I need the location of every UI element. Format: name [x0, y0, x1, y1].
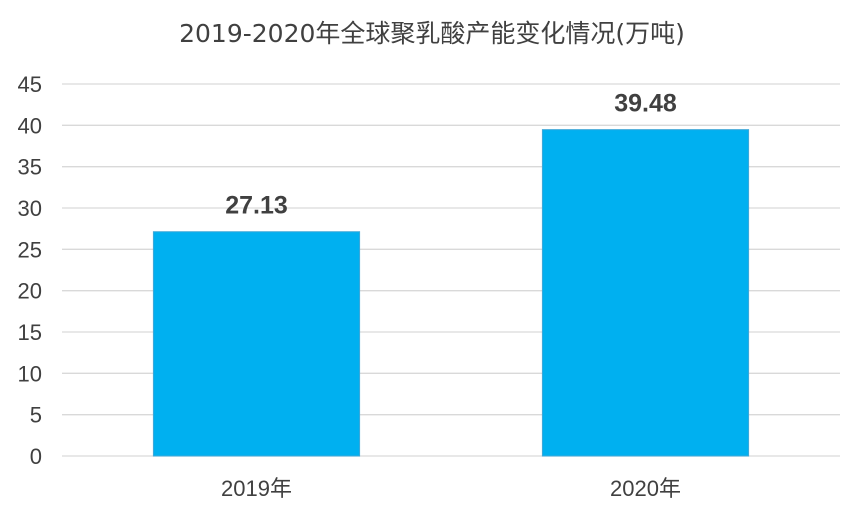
x-tick-label: 2019年	[221, 476, 292, 501]
y-tick-label: 35	[18, 155, 42, 180]
data-labels: 27.13 39.48	[225, 90, 677, 220]
x-axis-ticks: 2019年 2020年	[221, 476, 681, 501]
y-tick-label: 0	[30, 444, 42, 469]
chart-title: 2019-2020年全球聚乳酸产能变化情况(万吨)	[179, 19, 685, 48]
data-label: 27.13	[225, 192, 288, 220]
bar-1	[152, 231, 361, 457]
y-tick-label: 30	[18, 196, 42, 221]
y-tick-label: 25	[18, 237, 42, 262]
bars	[152, 129, 750, 457]
y-tick-label: 45	[18, 72, 42, 97]
y-tick-label: 15	[18, 320, 42, 345]
y-tick-label: 40	[18, 113, 42, 138]
y-tick-label: 20	[18, 279, 42, 304]
x-tick-label: 2020年	[610, 476, 681, 501]
y-tick-label: 10	[18, 361, 42, 386]
y-tick-label: 5	[30, 403, 42, 428]
data-label: 39.48	[614, 90, 677, 118]
bar-2	[541, 129, 750, 457]
y-axis-ticks: 0 5 10 15 20 25 30 35 40 45	[18, 72, 42, 469]
